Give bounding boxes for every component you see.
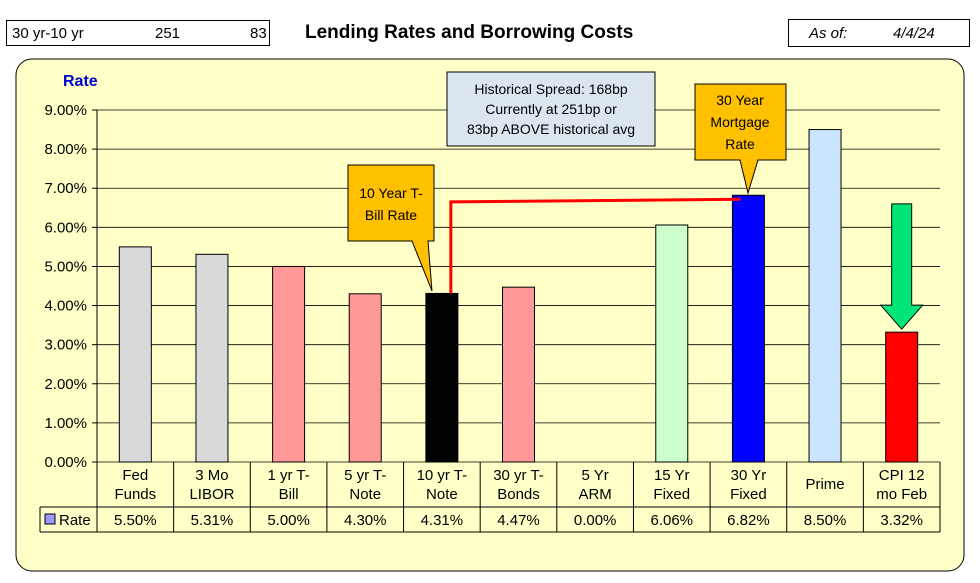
bar bbox=[118, 246, 152, 463]
category-label: Bonds bbox=[497, 486, 540, 503]
as-of-date: 4/4/24 bbox=[893, 25, 935, 42]
category-label: Fixed bbox=[653, 486, 690, 503]
chart-panel bbox=[15, 58, 965, 572]
bar bbox=[348, 293, 382, 463]
spread-annotation: Historical Spread: 168bp Currently at 25… bbox=[446, 71, 656, 147]
value-label: 0.00% bbox=[574, 512, 617, 529]
category-label: 5 Yr bbox=[582, 467, 609, 484]
ten-year-callout-line-1: 10 Year T- bbox=[359, 185, 423, 201]
spread-annotation-line-1: Historical Spread: 168bp bbox=[474, 81, 628, 97]
category-label: Prime bbox=[805, 476, 844, 493]
ten-year-callout: 10 Year T- Bill Rate bbox=[347, 164, 435, 292]
value-label: 5.50% bbox=[114, 512, 157, 529]
bar bbox=[885, 331, 919, 463]
y-tick-label: 6.00% bbox=[44, 219, 87, 236]
legend-key bbox=[44, 513, 56, 525]
category-label: Note bbox=[426, 486, 458, 503]
category-label: Fed bbox=[122, 467, 148, 484]
category-label: mo Feb bbox=[876, 486, 927, 503]
cpi-arrow-shape bbox=[879, 203, 924, 330]
spread-summary-box: 30 yr-10 yr 251 83 bbox=[6, 20, 270, 46]
value-label: 4.30% bbox=[344, 512, 387, 529]
value-label: 4.47% bbox=[497, 512, 540, 529]
value-label: 6.82% bbox=[727, 512, 770, 529]
category-label: 3 Mo bbox=[195, 467, 228, 484]
category-label: 30 Yr bbox=[731, 467, 767, 484]
y-tick-label: 2.00% bbox=[44, 376, 87, 393]
category-label: CPI 12 bbox=[879, 467, 925, 484]
category-label: Note bbox=[349, 486, 381, 503]
as-of-label: As of: bbox=[809, 25, 848, 42]
category-label: Bill bbox=[279, 486, 299, 503]
y-axis-label: Rate bbox=[63, 73, 98, 90]
spread-annotation-line-3: 83bp ABOVE historical avg bbox=[467, 121, 635, 137]
bar bbox=[195, 253, 229, 463]
bar bbox=[425, 292, 459, 463]
category-label: Funds bbox=[114, 486, 156, 503]
spread-annotation-line-2: Currently at 251bp or bbox=[485, 101, 617, 117]
y-tick-label: 4.00% bbox=[44, 298, 87, 315]
spread-bp: 251 bbox=[155, 25, 181, 42]
thirty-year-callout-line-2: Mortgage bbox=[710, 114, 769, 130]
ten-year-callout-line-2: Bill Rate bbox=[365, 207, 417, 223]
cpi-down-arrow-icon bbox=[879, 203, 924, 330]
value-label: 6.06% bbox=[650, 512, 693, 529]
bar bbox=[272, 265, 306, 463]
spread-line bbox=[449, 197, 741, 294]
value-label: 3.32% bbox=[880, 512, 923, 529]
value-label: 4.31% bbox=[421, 512, 464, 529]
data-table: Rate Fed Funds 5.50% 3 Mo LIBOR 5.31% 1 yr T- Bi… bbox=[39, 462, 941, 533]
bar bbox=[502, 286, 535, 463]
y-tick-label: 9.00% bbox=[44, 102, 87, 119]
category-label: 10 yr T- bbox=[417, 467, 468, 484]
category-label: ARM bbox=[578, 486, 611, 503]
y-axis-ticks: 0.00% 1.00% 2.00% 3.00% 4.00% 5.00% 6.00% 7.00%… bbox=[44, 102, 87, 471]
value-label: 5.00% bbox=[267, 512, 310, 529]
thirty-year-callout-line-3: Rate bbox=[725, 136, 755, 152]
legend-label: Rate bbox=[59, 512, 91, 529]
y-tick-label: 8.00% bbox=[44, 141, 87, 158]
bar bbox=[808, 129, 842, 463]
category-label: 1 yr T- bbox=[267, 467, 309, 484]
bar bbox=[731, 194, 765, 463]
bar bbox=[655, 224, 689, 463]
y-tick-label: 1.00% bbox=[44, 415, 87, 432]
y-tick-label: 0.00% bbox=[44, 454, 87, 471]
y-tick-label: 7.00% bbox=[44, 180, 87, 197]
category-label: Fixed bbox=[730, 486, 767, 503]
bars bbox=[118, 129, 919, 463]
category-label: 15 Yr bbox=[654, 467, 690, 484]
thirty-year-callout: 30 Year Mortgage Rate bbox=[694, 83, 787, 195]
value-label: 5.31% bbox=[191, 512, 234, 529]
spread-label: 30 yr-10 yr bbox=[12, 25, 84, 42]
y-tick-label: 3.00% bbox=[44, 337, 87, 354]
thirty-year-callout-line-1: 30 Year bbox=[716, 92, 764, 108]
y-tick-label: 5.00% bbox=[44, 258, 87, 275]
value-label: 8.50% bbox=[804, 512, 847, 529]
page-title: Lending Rates and Borrowing Costs bbox=[305, 22, 634, 43]
category-label: LIBOR bbox=[189, 486, 234, 503]
as-of-box: As of: 4/4/24 bbox=[788, 19, 970, 47]
category-label: 5 yr T- bbox=[344, 467, 386, 484]
spread-vs-avg: 83 bbox=[250, 25, 267, 42]
category-label: 30 yr T- bbox=[493, 467, 544, 484]
